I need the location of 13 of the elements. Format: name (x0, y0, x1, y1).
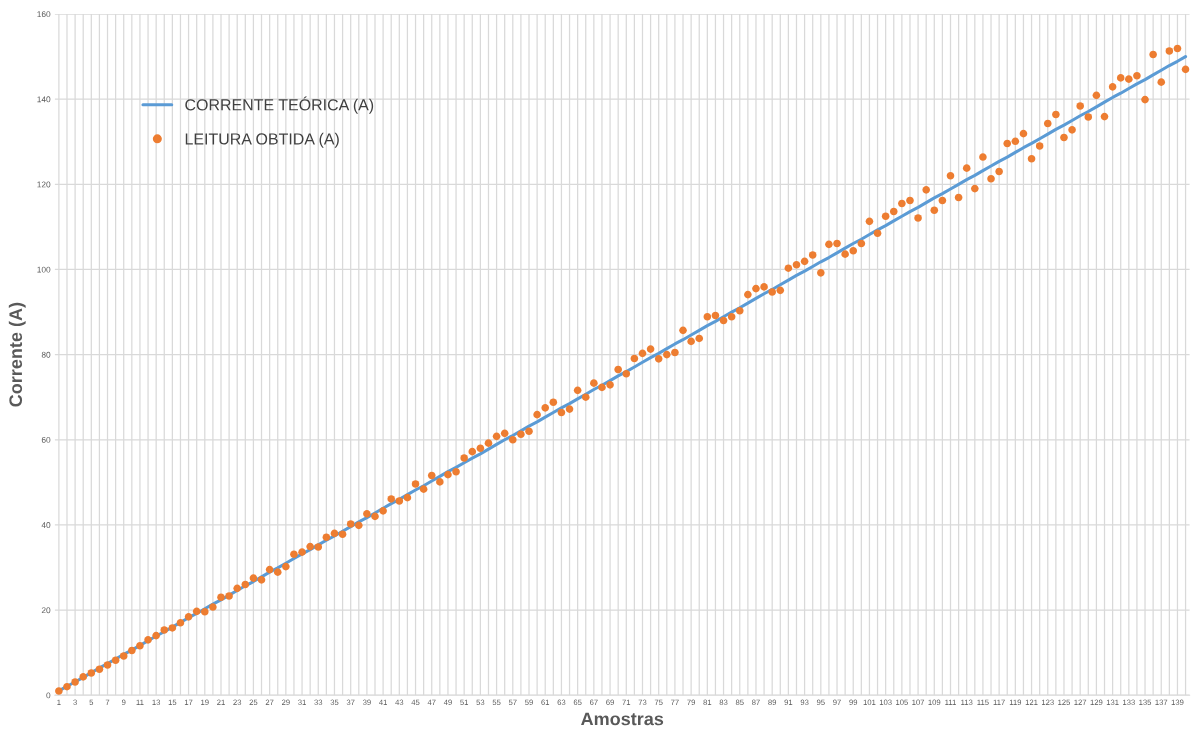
legend-label: LEITURA OBTIDA (A) (185, 132, 339, 148)
y-axis-title: Corrente (A) (8, 302, 26, 407)
y-tick-label: 60 (41, 436, 51, 443)
y-tick-label: 0 (46, 692, 51, 699)
y-tick-label: 80 (41, 351, 51, 358)
y-tick-label: 140 (37, 96, 51, 103)
y-tick-label: 100 (37, 266, 51, 273)
y-tick-label: 40 (41, 522, 51, 528)
y-tick-label: 160 (37, 11, 51, 18)
y-tick-label: 20 (41, 607, 51, 614)
y-tick-label: 120 (37, 181, 51, 188)
legend-label: CORRENTE TEÓRICA (A) (185, 96, 374, 114)
x-axis-title: Amostras (581, 712, 664, 726)
